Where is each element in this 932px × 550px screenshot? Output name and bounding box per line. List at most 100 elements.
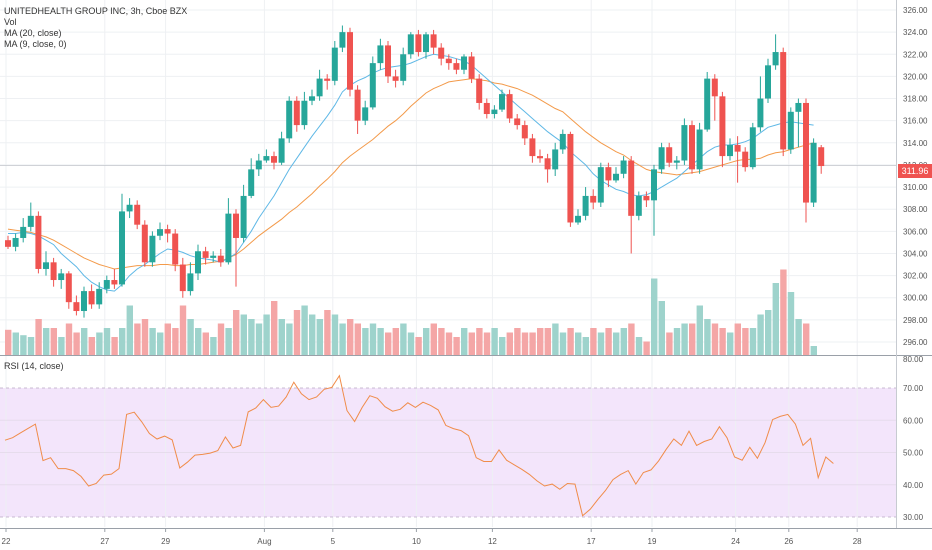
volume-bar	[681, 323, 688, 355]
volume-bar	[734, 323, 741, 355]
candle-body	[597, 167, 604, 203]
candle-body	[331, 47, 338, 81]
candle-body	[742, 151, 749, 168]
candle-body	[286, 100, 293, 139]
volume-bar	[575, 332, 582, 355]
candle-body	[772, 52, 779, 66]
candle-body	[628, 160, 635, 216]
x-tick-label: 24	[731, 537, 740, 546]
volume-bar	[757, 314, 764, 355]
candle-body	[423, 34, 429, 53]
candle-body	[35, 215, 42, 269]
volume-bar	[111, 337, 118, 355]
y-tick-main: 322.00	[903, 50, 928, 59]
volume-bar	[438, 328, 445, 355]
candle-body	[780, 52, 787, 150]
candle-body	[248, 169, 255, 196]
y-tick-rsi: 30.00	[903, 513, 924, 522]
candle-body	[491, 109, 498, 115]
candle-body	[111, 280, 118, 285]
candle-body	[5, 240, 11, 247]
volume-bar	[20, 335, 27, 355]
volume-bar	[316, 319, 323, 355]
volume-bar	[141, 319, 149, 355]
volume-bar	[491, 328, 498, 355]
candle-body	[187, 273, 194, 292]
candle-body	[225, 213, 232, 263]
volume-bar	[377, 328, 384, 355]
candle-body	[27, 215, 34, 227]
legend-vol[interactable]: Vol	[4, 17, 17, 27]
legend-ma20[interactable]: MA (20, close)	[4, 28, 62, 38]
y-tick-main: 304.00	[903, 249, 928, 258]
volume-bar	[483, 332, 491, 355]
legend-ma9[interactable]: MA (9, close, 0)	[4, 39, 67, 49]
candle-body	[613, 173, 619, 181]
candle-body	[347, 32, 353, 90]
candle-body	[407, 34, 414, 55]
volume-bar	[643, 341, 650, 355]
volume-bar	[385, 332, 392, 355]
volume-bar	[286, 323, 293, 355]
candle-body	[43, 262, 49, 269]
candle-body	[681, 125, 688, 161]
candle-body	[605, 167, 612, 181]
volume-bar	[43, 328, 50, 355]
volume-bar	[651, 278, 658, 355]
volume-bar	[772, 283, 779, 355]
volume-bar	[278, 319, 285, 355]
candle-body	[293, 100, 300, 126]
candle-body	[126, 204, 133, 212]
y-tick-main: 300.00	[903, 294, 928, 303]
volume-bar	[499, 337, 506, 355]
volume-bar	[597, 332, 605, 355]
volume-bar	[476, 328, 483, 355]
legend-rsi[interactable]: RSI (14, close)	[4, 361, 64, 371]
volume-bar	[35, 319, 42, 355]
volume-bar	[742, 328, 749, 355]
volume-bar	[765, 310, 772, 355]
volume-bar	[65, 323, 73, 355]
main-legend: UNITEDHEALTH GROUP INC, 3h, Cboe BZX Vol…	[4, 6, 187, 50]
symbol-title[interactable]: UNITEDHEALTH GROUP INC, 3h, Cboe BZX	[4, 6, 188, 16]
candle-body	[818, 147, 825, 167]
x-tick-label: 22	[2, 537, 11, 546]
x-tick-label: 12	[488, 537, 497, 546]
volume-bar	[81, 328, 88, 355]
volume-bar	[309, 314, 316, 355]
candle-body	[65, 273, 72, 303]
candle-body	[309, 96, 315, 101]
volume-bar	[415, 337, 422, 355]
last-price-label: 311.96	[898, 164, 932, 178]
candle-body	[696, 129, 703, 170]
volume-bar	[5, 329, 12, 355]
volume-bar	[453, 337, 460, 355]
volume-bar	[795, 319, 802, 355]
volume-bar	[164, 323, 171, 355]
volume-bar	[179, 305, 187, 355]
candle-body	[377, 45, 384, 64]
candle-body	[415, 34, 422, 53]
volume-bar	[103, 328, 111, 355]
volume-bar	[271, 301, 278, 355]
volume-bar	[126, 305, 133, 355]
volume-bar	[217, 323, 225, 355]
volume-bar	[521, 332, 529, 355]
volume-bar	[58, 337, 65, 355]
candle-body	[385, 45, 391, 77]
volume-bar	[658, 301, 665, 355]
candle-body	[810, 142, 817, 203]
y-tick-main: 298.00	[903, 316, 928, 325]
volume-bar	[559, 332, 567, 355]
candle-body	[240, 195, 247, 238]
y-tick-main: 314.00	[903, 139, 928, 148]
candle-body	[392, 76, 399, 81]
volume-bar	[780, 269, 787, 355]
volume-bar	[461, 328, 468, 355]
volume-bar	[567, 328, 574, 355]
volume-bar	[96, 332, 103, 355]
candle-body	[445, 58, 452, 64]
y-tick-main: 326.00	[903, 6, 928, 15]
candle-body	[749, 127, 756, 168]
